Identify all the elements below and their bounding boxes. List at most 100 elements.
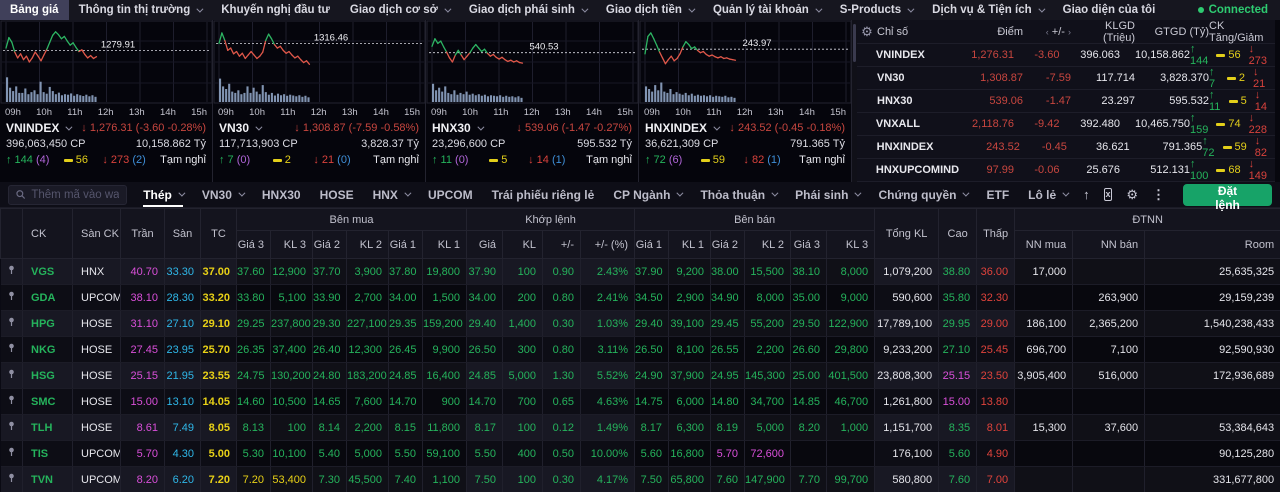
col-buy-g3[interactable]: Giá 3 [236, 230, 271, 259]
board-row-nkg[interactable]: NKG HOSE 27.45 23.95 25.70 26.35 37,400 26.40 12… [0, 336, 1280, 363]
index-row-vnindex[interactable]: VNINDEX 1,276.31 -3.60 396.063 10,158.862 ↑ 1… [857, 43, 1275, 67]
menu-item-giao-d-ch-c-s-[interactable]: Giao dịch cơ sở [340, 0, 459, 20]
board-row-tis[interactable]: TIS UPCOM 5.70 4.30 5.00 5.30 10,100 5.40 5,000 5… [0, 440, 1280, 467]
col-sell-g2[interactable]: Giá 2 [710, 230, 746, 259]
col-buy-k3[interactable]: KL 3 [270, 230, 313, 259]
index-selector-hnxindex[interactable]: HNXINDEX [645, 120, 721, 136]
index-row-hnx30[interactable]: HNX30 539.06 -1.47 23.297 595.532 ↑ 11 5 ↓ 14 [857, 89, 1275, 113]
gear-icon[interactable]: ⚙ [1126, 187, 1139, 202]
col-sell-g3[interactable]: Giá 3 [790, 230, 828, 259]
board-row-hpg[interactable]: HPG HOSE 31.10 27.10 29.10 29.25 237,800 29.30 2… [0, 310, 1280, 337]
charts-scrollbar[interactable] [852, 20, 857, 182]
pin-cell[interactable] [0, 336, 23, 363]
menu-item-b-ng-gi-[interactable]: Bảng giá [0, 0, 69, 20]
col-buy-g2[interactable]: Giá 2 [312, 230, 347, 259]
col-match-vol[interactable]: KL [502, 230, 544, 259]
col-match-price[interactable]: Giá [466, 230, 504, 259]
index-selector-vnindex[interactable]: VNINDEX [6, 120, 73, 136]
tab-l-l-[interactable]: Lô lẻ [1028, 182, 1070, 207]
excel-export-icon[interactable]: x [1103, 188, 1113, 201]
menu-item-giao-d-ch-ti-n[interactable]: Giao dịch tiền [596, 0, 703, 20]
pin-icon[interactable] [7, 265, 16, 275]
tab-upcom[interactable]: UPCOM [428, 182, 473, 207]
pin-icon[interactable] [7, 447, 16, 457]
col-ceiling[interactable]: Trần [120, 208, 165, 259]
search-input[interactable] [31, 188, 120, 201]
board-row-smc[interactable]: SMC HOSE 15.00 13.10 14.05 14.60 10,500 14.65 7,… [0, 388, 1280, 415]
col-total[interactable]: Tổng KL [874, 208, 940, 259]
col-sell-g1[interactable]: Giá 1 [634, 230, 670, 259]
board-row-gda[interactable]: GDA UPCOM 38.10 28.30 33.20 33.80 5,100 33.90 2,… [0, 284, 1280, 311]
col-ref[interactable]: TC [200, 208, 237, 259]
index-col-change[interactable]: ‹ +/- › [1045, 25, 1071, 38]
menu-item-s-products[interactable]: S-Products [830, 0, 922, 20]
col-exchange[interactable]: Sàn CK [72, 208, 121, 259]
index-row-hnxindex[interactable]: HNXINDEX 243.52 -0.45 36.621 791.365 ↑ 72 59 ↓ … [857, 135, 1275, 159]
index-selector-vn30[interactable]: VN30 [219, 120, 263, 136]
tab-ch-ng-quy-n[interactable]: Chứng quyền [878, 182, 970, 207]
index-row-vnxall[interactable]: VNXALL 2,118.76 -9.42 392.480 10,465.750 ↑ 15… [857, 112, 1275, 136]
index-col-point[interactable]: Điểm [997, 25, 1023, 38]
gear-icon[interactable]: ⚙ [861, 24, 873, 39]
board-row-vgs[interactable]: VGS HNX 40.70 33.30 37.00 37.60 12,900 37.70 3,9… [0, 258, 1280, 285]
menu-item-d-ch-v-ti-n-ch[interactable]: Dịch vụ & Tiện ích [922, 0, 1052, 20]
pin-cell[interactable] [0, 440, 23, 467]
pin-cell[interactable] [0, 466, 23, 492]
scrollbar-thumb[interactable] [853, 24, 856, 62]
index-row-hnxupcomindex[interactable]: HNXUPCOMINDEX 97.99 -0.06 25.676 512.131↑ 10… [857, 158, 1275, 182]
tab-ph-i-sinh[interactable]: Phái sinh [795, 182, 862, 207]
col-foreign-buy[interactable]: NN mua [1014, 230, 1074, 259]
menu-item-khuy-n-ngh-u-t-[interactable]: Khuyến nghị đầu tư [211, 0, 340, 20]
index-selector-hnx30[interactable]: HNX30 [432, 120, 485, 136]
place-order-button[interactable]: Đặt lệnh [1183, 183, 1272, 212]
sort-left-icon[interactable]: ‹ [1045, 26, 1049, 37]
sort-right-icon[interactable]: › [1068, 26, 1071, 37]
tab-th-p[interactable]: Thép [143, 182, 186, 207]
board-row-tlh[interactable]: TLH HOSE 8.61 7.49 8.05 8.13 100 8.14 2,200 8.15 1… [0, 414, 1280, 441]
pin-icon[interactable] [7, 369, 16, 379]
col-sell-k2[interactable]: KL 2 [744, 230, 792, 259]
pin-icon[interactable] [7, 317, 16, 327]
pin-icon[interactable] [7, 395, 16, 405]
pin-icon[interactable] [7, 421, 16, 431]
tab-th-a-thu-n[interactable]: Thỏa thuận [700, 182, 779, 207]
menu-item-giao-d-ch-ph-i-sinh[interactable]: Giao dịch phái sinh [459, 0, 596, 20]
watchlist-search[interactable] [8, 184, 128, 205]
tab-tr-i-phi-u-ri-ng-l-[interactable]: Trái phiếu riêng lẻ [492, 182, 595, 207]
pin-cell[interactable] [0, 310, 23, 337]
menu-item-th-ng-tin-th-tr-ng[interactable]: Thông tin thị trường [69, 0, 212, 20]
board-row-hsg[interactable]: HSG HOSE 25.15 21.95 23.55 24.75 130,200 24.80 1… [0, 362, 1280, 389]
col-high[interactable]: Cao [938, 208, 978, 259]
col-match-chg-pct[interactable]: +/- (%) [580, 230, 636, 259]
index-row-vn30[interactable]: VN30 1,308.87 -7.59 117.714 3,828.370 ↑ 7 2 ↓ 2… [857, 66, 1275, 90]
col-low[interactable]: Thấp [976, 208, 1016, 259]
tab-cp-ng-nh[interactable]: CP Ngành [613, 182, 684, 207]
board-row-tvn[interactable]: TVN UPCOM 8.20 6.20 7.20 7.20 53,400 7.30 45,500… [0, 466, 1280, 492]
pin-cell[interactable] [0, 284, 23, 311]
tab-hose[interactable]: HOSE [320, 182, 354, 207]
pin-cell[interactable] [0, 414, 23, 441]
col-sell-k1[interactable]: KL 1 [668, 230, 712, 259]
menu-item-giao-di-n-c-a-t-i[interactable]: Giao diện của tôi [1053, 0, 1166, 20]
col-sell-k3[interactable]: KL 3 [826, 230, 876, 259]
col-match-chg[interactable]: +/- [542, 230, 582, 259]
pin-icon[interactable] [7, 473, 16, 483]
col-buy-k1[interactable]: KL 1 [421, 230, 468, 259]
kebab-menu-icon[interactable]: ⋮ [1152, 187, 1166, 202]
col-buy-g1[interactable]: Giá 1 [388, 230, 423, 259]
col-foreign-sell[interactable]: NN bán [1072, 230, 1146, 259]
export-up-arrow-icon[interactable]: ↑ [1083, 187, 1090, 202]
col-foreign-room[interactable]: Room [1144, 230, 1280, 259]
pin-cell[interactable] [0, 388, 23, 415]
col-ck[interactable]: CK [22, 208, 73, 259]
menu-item-qu-n-l-t-i-kho-n[interactable]: Quản lý tài khoản [703, 0, 830, 20]
col-floor[interactable]: Sàn [164, 208, 201, 259]
col-buy-k2[interactable]: KL 2 [346, 230, 389, 259]
pin-cell[interactable] [0, 258, 23, 285]
tab-etf[interactable]: ETF [986, 182, 1009, 207]
tab-vn30[interactable]: VN30 [202, 182, 246, 207]
tab-hnx30[interactable]: HNX30 [262, 182, 301, 207]
pin-cell[interactable] [0, 362, 23, 389]
pin-icon[interactable] [7, 291, 16, 301]
pin-icon[interactable] [7, 343, 16, 353]
